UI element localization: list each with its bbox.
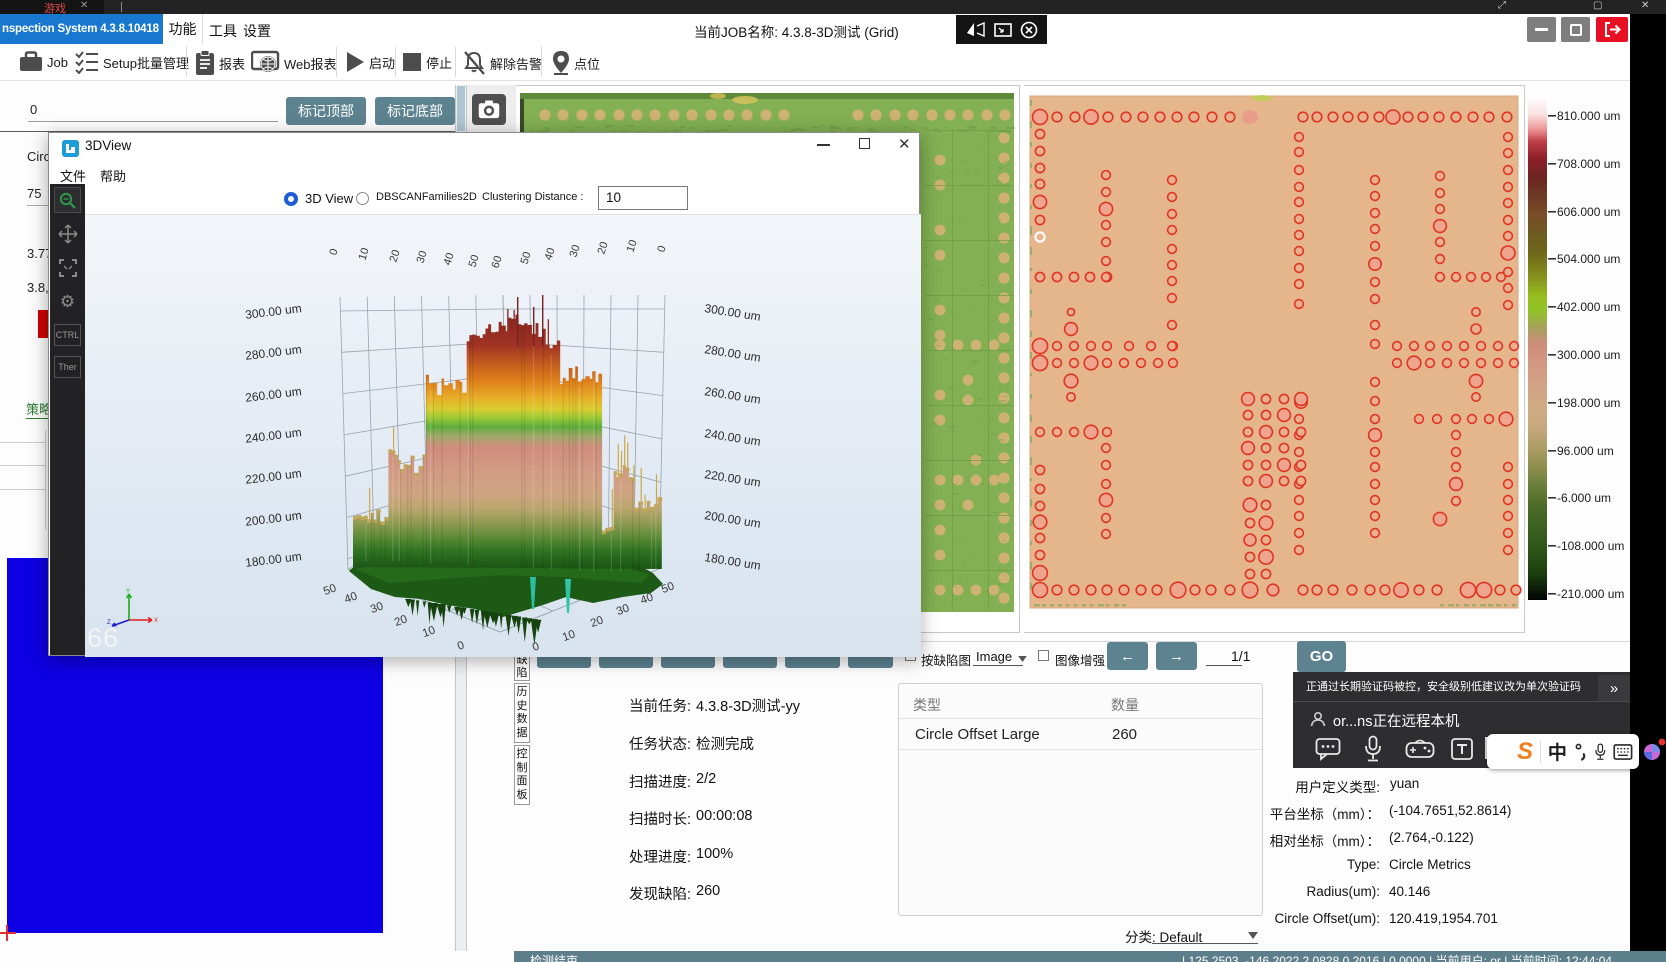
svg-text:50: 50	[467, 253, 482, 268]
svg-text:0: 0	[327, 247, 340, 257]
svg-text:198.000 um: 198.000 um	[1557, 396, 1620, 410]
svg-text:180.00 um: 180.00 um	[704, 550, 762, 573]
svg-text:20: 20	[589, 614, 605, 630]
svg-text:280.00 um: 280.00 um	[244, 342, 302, 363]
svg-text:50: 50	[660, 580, 676, 596]
svg-text:606.000 um: 606.000 um	[1557, 205, 1620, 219]
svg-text:-108.000 um: -108.000 um	[1557, 539, 1624, 553]
svg-text:20: 20	[388, 248, 403, 263]
svg-text:810.000 um: 810.000 um	[1557, 109, 1620, 123]
svg-text:220.00 um: 220.00 um	[704, 467, 762, 490]
svg-text:40: 40	[639, 591, 655, 607]
svg-text:40: 40	[343, 590, 359, 606]
svg-text:402.000 um: 402.000 um	[1557, 300, 1620, 314]
svg-text:0: 0	[456, 639, 466, 652]
svg-text:10: 10	[421, 624, 437, 640]
svg-text:50: 50	[519, 250, 534, 265]
svg-text:260.00 um: 260.00 um	[704, 384, 762, 407]
svg-text:30: 30	[369, 600, 385, 616]
svg-text:10: 10	[357, 246, 372, 261]
svg-text:0: 0	[531, 640, 541, 653]
svg-text:50: 50	[322, 582, 338, 598]
svg-text:10: 10	[561, 628, 577, 644]
svg-text:220.00 um: 220.00 um	[244, 466, 302, 487]
svg-text:96.000 um: 96.000 um	[1557, 444, 1614, 458]
svg-text:30: 30	[415, 249, 430, 264]
svg-text:240.00 um: 240.00 um	[704, 426, 762, 449]
svg-text:10: 10	[625, 238, 640, 253]
svg-text:Y: Y	[126, 589, 130, 595]
svg-text:40: 40	[543, 246, 558, 261]
svg-text:-6.000 um: -6.000 um	[1557, 491, 1611, 505]
svg-text:0: 0	[655, 244, 668, 254]
svg-text:300.000 um: 300.000 um	[1557, 348, 1620, 362]
svg-text:-210.000 um: -210.000 um	[1557, 587, 1624, 601]
svg-text:Z: Z	[107, 620, 111, 626]
svg-text:20: 20	[393, 613, 409, 629]
svg-text:20: 20	[596, 240, 611, 255]
svg-text:240.00 um: 240.00 um	[244, 425, 302, 446]
svg-text:30: 30	[568, 243, 583, 258]
svg-text:X: X	[154, 618, 158, 624]
svg-text:300.00 um: 300.00 um	[244, 301, 302, 322]
svg-text:180.00 um: 180.00 um	[244, 549, 302, 570]
svg-text:200.00 um: 200.00 um	[704, 508, 762, 531]
svg-text:40: 40	[442, 251, 457, 266]
svg-text:200.00 um: 200.00 um	[244, 508, 302, 529]
svg-text:504.000 um: 504.000 um	[1557, 252, 1620, 266]
svg-text:280.00 um: 280.00 um	[704, 342, 762, 365]
svg-text:30: 30	[615, 602, 631, 618]
svg-text:60: 60	[490, 254, 505, 269]
svg-text:260.00 um: 260.00 um	[244, 384, 302, 405]
svg-text:708.000 um: 708.000 um	[1557, 157, 1620, 171]
svg-text:300.00 um: 300.00 um	[704, 301, 762, 324]
